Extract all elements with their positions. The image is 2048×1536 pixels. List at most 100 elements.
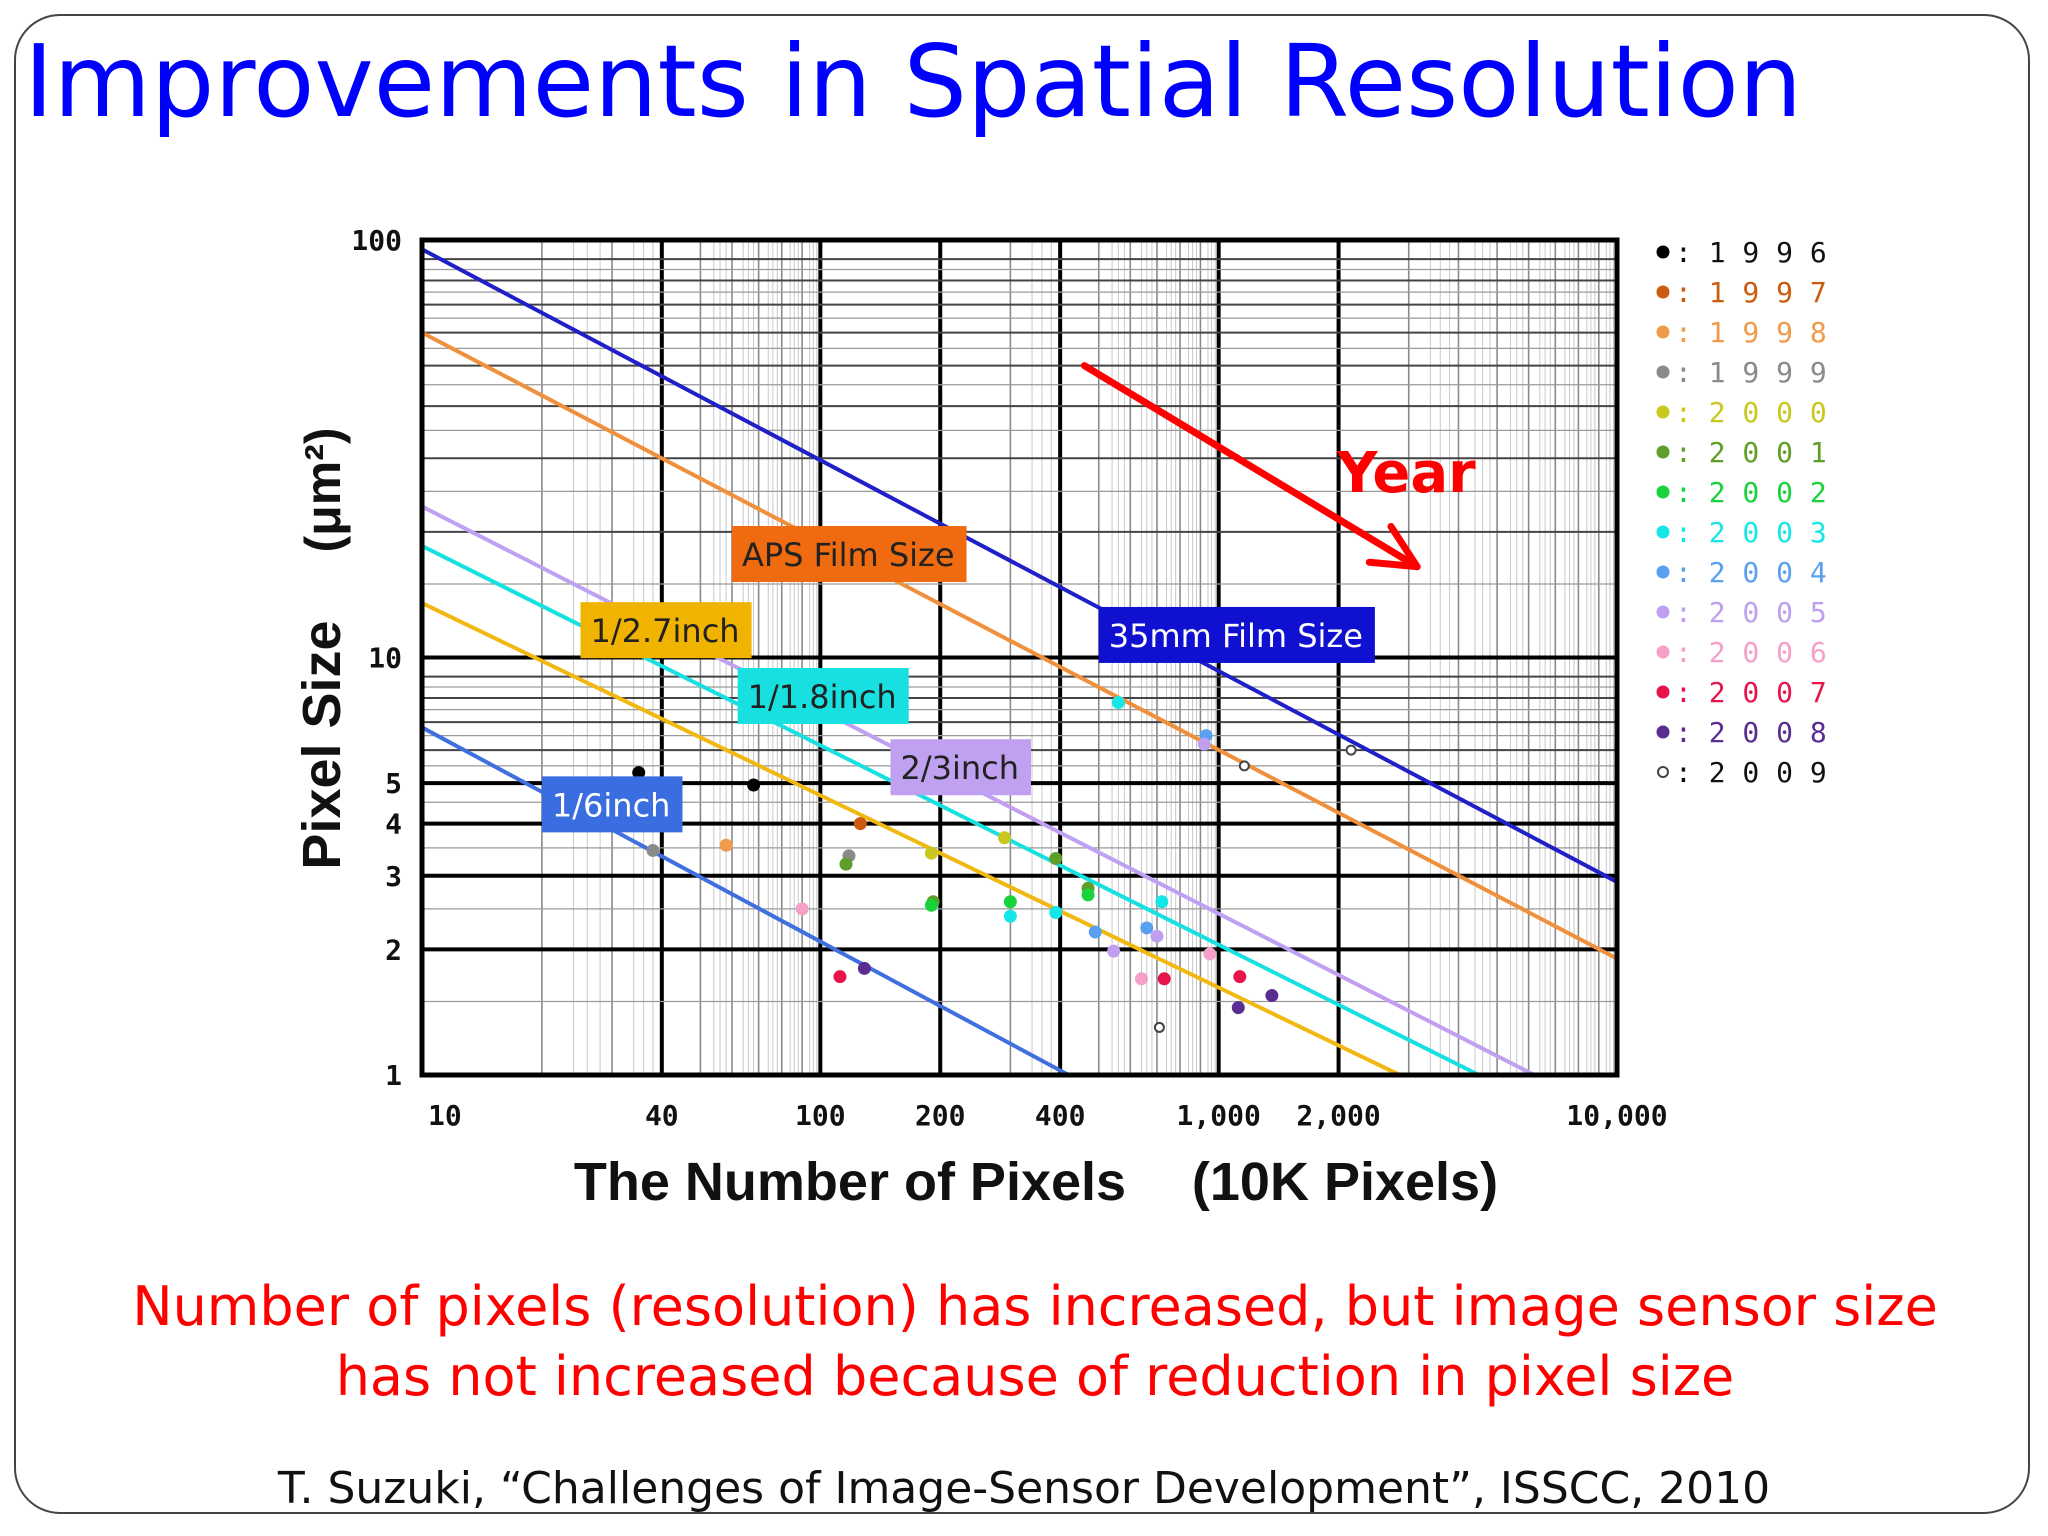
- legend-item-2008: : 2 0 0 8: [1656, 716, 1827, 749]
- point-2005: [1197, 737, 1211, 751]
- y-tick-label: 2: [385, 933, 402, 966]
- point-2000: [924, 846, 938, 860]
- plot-frame: [419, 237, 1620, 1078]
- size-label-bg: [580, 602, 752, 659]
- size-label-text: 2/3inch: [900, 749, 1019, 787]
- legend-label: : 2 0 0 2: [1675, 476, 1827, 509]
- size-line: [421, 247, 1618, 884]
- legend-item-2006: : 2 0 0 6: [1656, 636, 1827, 669]
- point-2009: [1238, 760, 1250, 772]
- size-label: 1/2.7inch: [580, 602, 752, 659]
- legend-label: : 1 9 9 6: [1675, 236, 1827, 269]
- x-tick-label: 200: [915, 1099, 966, 1132]
- point-2002: [1003, 895, 1017, 909]
- x-tick-label: 1,000: [1177, 1099, 1261, 1132]
- x-axis-unit: (10K Pixels): [1192, 1152, 1498, 1212]
- size-label-text: 35mm Film Size: [1109, 617, 1363, 655]
- citation: T. Suzuki, “Challenges of Image-Sensor D…: [277, 1463, 1771, 1514]
- point-2003: [1049, 906, 1063, 920]
- point-2006: [1134, 972, 1148, 986]
- legend-label: : 2 0 0 9: [1675, 756, 1827, 789]
- size-label: APS Film Size: [731, 526, 967, 583]
- y-axis-title: Pixel Size: [292, 620, 352, 869]
- size-label-text: 1/1.8inch: [748, 678, 897, 716]
- y-tick-label: 100: [351, 224, 402, 257]
- x-tick-label: 400: [1035, 1099, 1086, 1132]
- x-tick-label: 100: [795, 1099, 846, 1132]
- year-legend: : 1 9 9 6 : 1 9 9 7 : 1 9 9 8 : 1 9 9 9 : 2 …: [1656, 236, 1827, 789]
- size-label-bg: [541, 776, 683, 833]
- size-label: 35mm Film Size: [1098, 606, 1375, 663]
- point-1999: [646, 843, 660, 857]
- legend-marker: [1656, 725, 1670, 739]
- legend-label: : 2 0 0 8: [1675, 716, 1827, 749]
- legend-label: : 2 0 0 3: [1675, 516, 1827, 549]
- legend-item-2007: : 2 0 0 7: [1656, 676, 1827, 709]
- y-axis-unit: (μm²): [295, 428, 351, 553]
- point-2004: [1088, 925, 1102, 939]
- size-label: 1/1.8inch: [737, 667, 909, 724]
- legend-item-2002: : 2 0 0 2: [1656, 476, 1827, 509]
- point-2001: [1049, 852, 1063, 866]
- point-1996: [747, 778, 761, 792]
- legend-item-1997: : 1 9 9 7: [1656, 276, 1827, 309]
- y-tick-label: 3: [385, 860, 402, 893]
- legend-item-2000: : 2 0 0 0: [1656, 396, 1827, 429]
- point-2003: [1111, 696, 1125, 710]
- size-label: 2/3inch: [890, 739, 1032, 796]
- legend-item-1996: : 1 9 9 6: [1656, 236, 1827, 269]
- caption-line-1: Number of pixels (resolution) has increa…: [132, 1275, 1938, 1338]
- size-label-bg: [737, 667, 909, 724]
- x-tick-label: 40: [645, 1099, 679, 1132]
- y-tick-label: 10: [368, 642, 402, 675]
- sensor-size-labels: 35mm Film Size APS Film Size 2/3inch1/1.8i…: [541, 526, 1375, 833]
- legend-marker: [1657, 766, 1669, 778]
- legend-item-1998: : 1 9 9 8: [1656, 316, 1827, 349]
- point-2006: [795, 902, 809, 916]
- point-1998: [719, 838, 733, 852]
- legend-item-2005: : 2 0 0 5: [1656, 596, 1827, 629]
- point-2002: [1081, 888, 1095, 902]
- point-2007: [833, 970, 847, 984]
- legend-label: : 1 9 9 8: [1675, 316, 1827, 349]
- legend-label: : 2 0 0 4: [1675, 556, 1827, 589]
- legend-marker: [1656, 645, 1670, 659]
- point-2008: [1231, 1001, 1245, 1015]
- caption-line-2: has not increased because of reduction i…: [335, 1345, 1735, 1408]
- legend-marker: [1656, 365, 1670, 379]
- legend-label: : 1 9 9 9: [1675, 356, 1827, 389]
- size-line: [421, 330, 1618, 961]
- size-label-text: 1/2.7inch: [591, 612, 740, 650]
- legend-marker: [1656, 685, 1670, 699]
- slide-frame: [14, 14, 2030, 1514]
- point-2006: [1203, 947, 1217, 961]
- axis-ticks: 10 40 100 200 400 1,000 2,000 10,000 1 2 3 4 5 10 100: [351, 224, 1667, 1132]
- legend-marker: [1656, 605, 1670, 619]
- size-line: [421, 601, 1401, 1077]
- y-tick-label: 1: [385, 1059, 402, 1092]
- point-2000: [998, 831, 1012, 845]
- legend-item-2001: : 2 0 0 1: [1656, 436, 1827, 469]
- year-label: Year: [1336, 441, 1476, 506]
- y-tick-label: 4: [385, 808, 402, 841]
- legend-marker: [1656, 285, 1670, 299]
- legend-marker: [1656, 325, 1670, 339]
- size-line: [421, 725, 1070, 1077]
- legend-marker: [1656, 405, 1670, 419]
- point-2003: [1155, 895, 1169, 909]
- point-2005: [1150, 929, 1164, 943]
- legend-marker: [1656, 565, 1670, 579]
- legend-marker: [1656, 245, 1670, 259]
- axis-titles: The Number of Pixels (10K Pixels) Pixel …: [292, 428, 1498, 1213]
- legend-label: : 2 0 0 7: [1675, 676, 1827, 709]
- legend-marker: [1656, 525, 1670, 539]
- legend-label: : 2 0 0 5: [1675, 596, 1827, 629]
- legend-item-1999: : 1 9 9 9: [1656, 356, 1827, 389]
- size-label-text: 1/6inch: [552, 786, 671, 824]
- year-arrow-head: [1365, 522, 1421, 571]
- size-label: 1/6inch: [541, 776, 683, 833]
- legend-item-2004: : 2 0 0 4: [1656, 556, 1827, 589]
- size-label-text: APS Film Size: [742, 536, 955, 574]
- point-2007: [1233, 970, 1247, 984]
- legend-marker: [1656, 445, 1670, 459]
